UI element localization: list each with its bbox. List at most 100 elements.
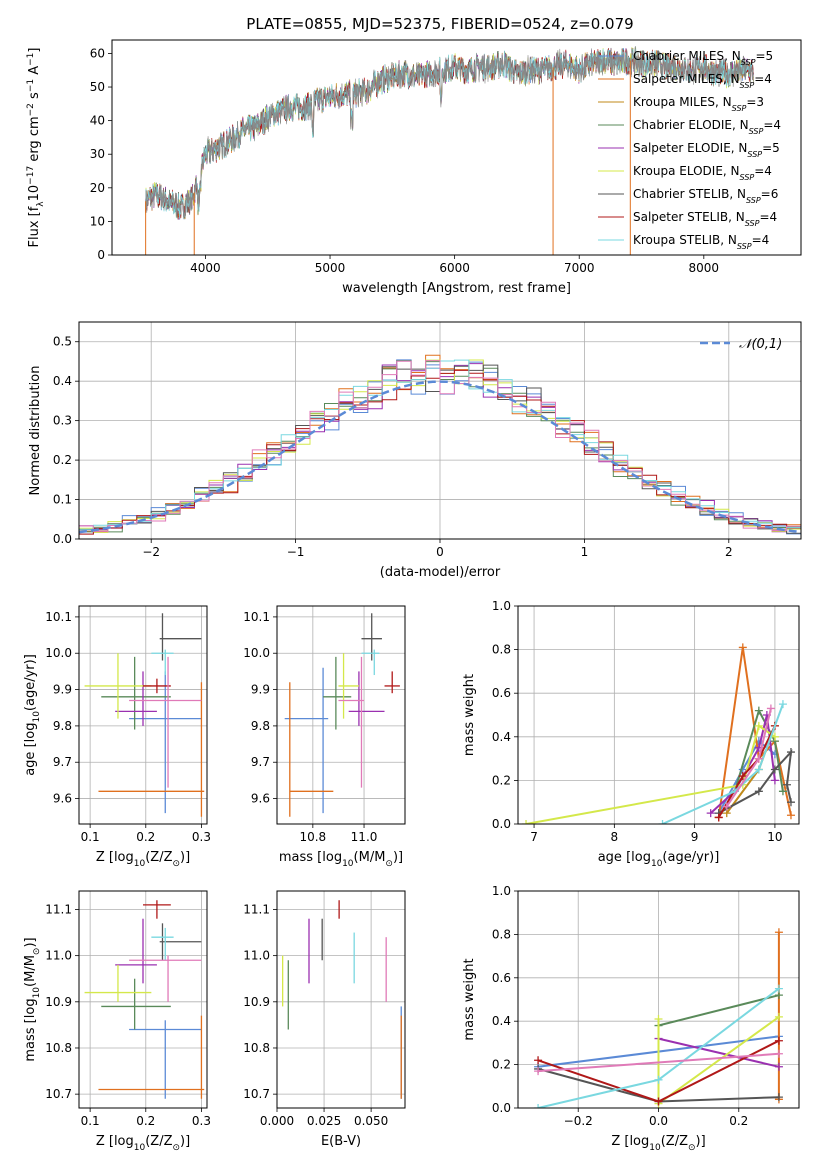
weight-vs-age-series-marker: [770, 765, 779, 774]
weight-vs-age-series-marker: [786, 748, 795, 757]
age-vs-Z-ytick-label: 10.1: [45, 610, 72, 624]
spectrum-ytick-label: 60: [90, 46, 105, 60]
weight-vs-age-series-marker: [714, 813, 723, 822]
mass-vs-Z-ytick-label: 11.0: [45, 949, 72, 963]
weight-vs-age-series-line: [717, 725, 776, 819]
weight-vs-age-ytick-label: 0.8: [492, 643, 511, 657]
weight-vs-age-series-marker: [754, 721, 763, 730]
residuals-xtick-label: −2: [142, 545, 160, 559]
spectrum-xlabel: wavelength [Angstrom, rest frame]: [342, 281, 571, 296]
spectrum-ytick-label: 40: [90, 114, 105, 128]
spectrum-panel: 4000 5000 6000 7000 8000 0 10 20 30 40 50 60 Chabrie…: [90, 39, 802, 275]
age-vs-mass-xtick-label: 11.0: [351, 830, 378, 844]
spectrum-ytick-label: 50: [90, 80, 105, 94]
age-vs-mass-ytick-label: 10.1: [243, 610, 270, 624]
spectrum-plot-area: [145, 45, 754, 255]
spectrum-ytick-label: 30: [90, 147, 105, 161]
age-vs-mass-plot-area: [284, 613, 400, 817]
mass-vs-EBV-plot-area: [281, 900, 402, 1099]
weight-vs-Z-ytick-label: 0.2: [492, 1058, 511, 1072]
age-vs-mass-ytick-label: 9.7: [251, 755, 270, 769]
mass-vs-EBV-ytick-label: 10.7: [243, 1087, 270, 1101]
weight-vs-age-series-marker: [706, 809, 715, 818]
weight-vs-age-series-marker: [738, 772, 747, 781]
age-vs-Z-panel: 0.1 0.2 0.3 9.6 9.7 9.8 9.9 10.0 10.1: [45, 605, 211, 844]
age-vs-mass-panel: 10.8 11.0 9.6 9.7 9.8 9.9 10.0 10.1: [243, 605, 406, 844]
weight-vs-Z-xlabel: Z [log10(Z/Z⊙)]: [611, 1134, 705, 1153]
weight-vs-Z-frame: [517, 890, 800, 1109]
mass-vs-Z-ytick-label: 10.9: [45, 995, 72, 1009]
residuals-xtick-label: 1: [581, 545, 589, 559]
weight-vs-Z-series-marker: [534, 1056, 543, 1065]
legend-label: 𝒩(0,1): [739, 337, 782, 352]
weight-vs-age-series-marker: [778, 787, 787, 796]
spectrum-ytick-label: 10: [90, 214, 105, 228]
weight-vs-Z-series-marker: [774, 928, 783, 937]
weight-vs-Z-series-marker: [774, 1093, 783, 1102]
weight-vs-age-series-marker: [522, 820, 531, 824]
age-vs-mass-xtick-label: 10.8: [299, 830, 326, 844]
age-vs-Z-xlabel: Z [log10(Z/Z⊙)]: [96, 850, 190, 869]
weight-vs-Z-series-line: [538, 1052, 779, 1073]
weight-vs-age-series-marker: [722, 802, 731, 811]
weight-vs-age-ytick-label: 0.2: [492, 773, 511, 787]
residuals-frame: [78, 321, 802, 540]
spectrum-xtick-label: 6000: [439, 261, 470, 275]
legend-label: Salpeter MILES, NSSP=4: [633, 72, 772, 90]
weight-vs-Z-ytick-label: 0.8: [492, 927, 511, 941]
weight-vs-Z-xtick-label: 0.0: [649, 1114, 668, 1128]
mass-vs-EBV-xlabel: E(B-V): [321, 1134, 361, 1149]
legend-label: Chabrier STELIB, NSSP=6: [633, 187, 778, 205]
weight-vs-age-series-marker: [754, 754, 763, 763]
mass-vs-EBV-ytick-label: 11.0: [243, 949, 270, 963]
weight-vs-Z-series-marker: [774, 1012, 783, 1021]
weight-vs-Z-ytick-label: 1.0: [492, 884, 511, 898]
weight-vs-Z-series-marker: [534, 1067, 543, 1076]
age-vs-Z-frame: [78, 605, 208, 825]
age-vs-Z-ytick-label: 9.8: [53, 719, 72, 733]
gaussian-curve: [79, 380, 801, 534]
age-vs-mass-ytick-label: 9.6: [251, 792, 270, 806]
residuals-ytick-label: 0.2: [53, 453, 72, 467]
mass-vs-Z-ytick-label: 11.1: [45, 902, 72, 916]
mass-vs-EBV-frame: [276, 890, 406, 1109]
weight-vs-Z-xtick-label: 0.2: [729, 1114, 748, 1128]
age-vs-Z-ytick-label: 9.6: [53, 792, 72, 806]
age-vs-mass-xlabel: mass [log10(M/M⊙)]: [279, 850, 403, 869]
mass-vs-Z-xtick-label: 0.3: [192, 1114, 211, 1128]
weight-vs-Z-series-marker: [774, 984, 783, 993]
weight-vs-age-ylabel: mass weight: [462, 674, 477, 756]
weight-vs-Z-xtick-label: −0.2: [564, 1114, 593, 1128]
figure-title: PLATE=0855, MJD=52375, FIBERID=0524, z=0…: [246, 15, 633, 33]
mass-vs-EBV-xtick-label: 0.050: [354, 1114, 388, 1128]
mass-vs-EBV-xtick-label: 0.025: [307, 1114, 341, 1128]
weight-vs-Z-series-marker: [774, 1036, 783, 1045]
weight-vs-age-xtick-label: 10: [767, 830, 782, 844]
weight-vs-age-series-marker: [770, 732, 779, 741]
age-vs-mass-frame: [276, 605, 406, 825]
age-vs-mass-ytick-label: 9.9: [251, 683, 270, 697]
weight-vs-age-xlabel: age [log10(age/yr)]: [598, 850, 720, 869]
weight-vs-age-series-line: [525, 724, 776, 824]
weight-vs-age-ytick-label: 0.4: [492, 730, 511, 744]
age-vs-Z-xtick-label: 0.3: [192, 830, 211, 844]
legend-label: Salpeter ELODIE, NSSP=5: [633, 141, 780, 159]
age-vs-Z-xtick-label: 0.2: [136, 830, 155, 844]
mass-vs-Z-xtick-label: 0.2: [136, 1114, 155, 1128]
residuals-plot-area: [79, 354, 801, 535]
mass-vs-EBV-panel: 0.000 0.025 0.050 10.7 10.8 10.9 11.0 11.1: [243, 890, 406, 1128]
weight-vs-Z-panel: −0.2 0.0 0.2 0.0 0.2 0.4 0.6 0.8 1.0: [492, 884, 800, 1128]
weight-vs-age-ytick-label: 1.0: [492, 599, 511, 613]
age-vs-Z-xtick-label: 0.1: [81, 830, 100, 844]
spectrum-ytick-label: 20: [90, 181, 105, 195]
weight-vs-Z-series-marker: [534, 1104, 543, 1108]
mass-vs-EBV-ytick-label: 10.8: [243, 1041, 270, 1055]
weight-vs-age-xtick-label: 9: [691, 830, 699, 844]
weight-vs-age-series-marker: [766, 704, 775, 713]
weight-vs-age-series-marker: [658, 820, 667, 824]
weight-vs-Z-ylabel: mass weight: [462, 958, 477, 1040]
residuals-ytick-label: 0.0: [53, 532, 72, 546]
mass-vs-Z-ylabel: mass [log10(M/M⊙)]: [23, 937, 42, 1061]
weight-vs-Z-series-marker: [654, 1097, 663, 1106]
mass-vs-Z-ytick-label: 10.7: [45, 1087, 72, 1101]
